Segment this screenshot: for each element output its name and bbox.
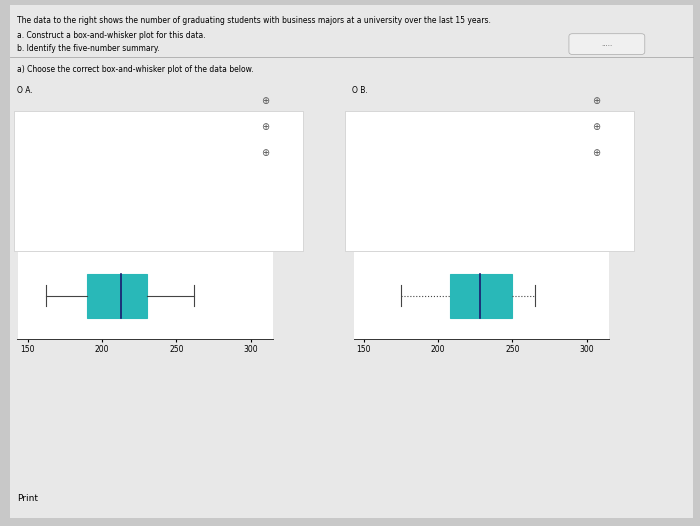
FancyBboxPatch shape <box>10 5 693 518</box>
FancyBboxPatch shape <box>14 112 304 251</box>
Text: a) Choose the correct box-and-whisker plot of the data below.: a) Choose the correct box-and-whisker pl… <box>18 65 254 74</box>
Text: b. Identify the five-number summary.: b. Identify the five-number summary. <box>18 44 160 53</box>
FancyBboxPatch shape <box>569 34 645 54</box>
Text: Print: Print <box>18 493 38 503</box>
Bar <box>88 274 147 318</box>
Text: .....: ..... <box>601 41 612 47</box>
Text: a. Construct a box-and-whisker plot for this data.: a. Construct a box-and-whisker plot for … <box>18 31 206 40</box>
Text: ⊕: ⊕ <box>262 122 270 132</box>
FancyBboxPatch shape <box>345 112 634 251</box>
Bar <box>450 274 512 318</box>
Text: O B.: O B. <box>351 86 368 95</box>
Text: ⊕: ⊕ <box>592 122 601 132</box>
Text: O A.: O A. <box>18 86 33 95</box>
Text: ⊕: ⊕ <box>592 148 601 158</box>
Text: ⊕: ⊕ <box>262 148 270 158</box>
Text: ⊕: ⊕ <box>592 96 601 106</box>
Text: ⊕: ⊕ <box>262 96 270 106</box>
Text: The data to the right shows the number of graduating students with business majo: The data to the right shows the number o… <box>18 16 491 25</box>
